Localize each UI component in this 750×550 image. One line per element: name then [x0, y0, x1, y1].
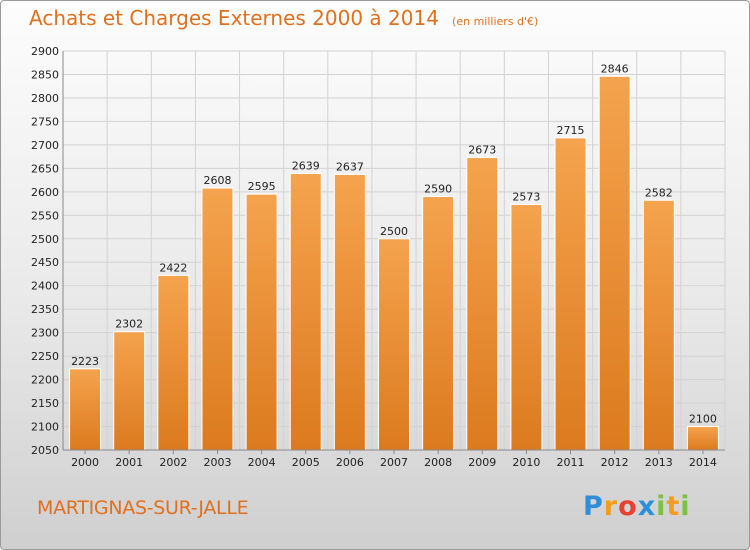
x-tick-label: 2002 [159, 456, 187, 469]
x-tick-label: 2013 [645, 456, 673, 469]
bar-value-label: 2582 [645, 186, 673, 199]
bar[interactable] [113, 331, 146, 451]
bar-value-label: 2639 [292, 160, 320, 173]
bar-value-label: 2422 [159, 261, 187, 274]
y-tick-label: 2600 [31, 186, 59, 199]
bar[interactable] [422, 196, 455, 451]
y-tick-label: 2200 [31, 374, 59, 387]
bar-value-label: 2637 [336, 160, 364, 173]
x-tick-label: 2008 [424, 456, 452, 469]
y-tick-label: 2650 [31, 162, 59, 175]
bar[interactable] [69, 368, 102, 451]
bar-value-label: 2608 [203, 174, 231, 187]
bar-value-label: 2715 [557, 124, 585, 137]
proxiti-logo[interactable]: Proxiti [583, 491, 691, 522]
logo-letter: r [603, 491, 619, 522]
bar-layer: 2223 2302 2422 2608 2595 2639 2637 2500 2590 2673… [69, 62, 719, 451]
bar[interactable] [466, 157, 499, 451]
title-row: Achats et Charges Externes 2000 à 2014 (… [29, 6, 538, 30]
x-tick-label: 2012 [601, 456, 629, 469]
bar-value-label: 2223 [71, 355, 99, 368]
bar[interactable] [598, 75, 631, 451]
bar-value-label: 2595 [248, 180, 276, 193]
y-tick-label: 2250 [31, 350, 59, 363]
x-tick-label: 2014 [689, 456, 717, 469]
bar[interactable] [333, 173, 366, 451]
bar-value-label: 2846 [601, 62, 629, 75]
y-tick-label: 2400 [31, 280, 59, 293]
logo-letter: o [618, 491, 638, 522]
bar[interactable] [554, 137, 587, 451]
y-tick-label: 2900 [31, 45, 59, 58]
logo-letter: P [583, 491, 604, 522]
y-tick-label: 2150 [31, 397, 59, 410]
y-tick-label: 2750 [31, 115, 59, 128]
x-tick-label: 2007 [380, 456, 408, 469]
logo-letter: x [637, 491, 657, 522]
bar-value-label: 2673 [468, 144, 496, 157]
x-tick-label: 2010 [512, 456, 540, 469]
x-tick-label: 2000 [71, 456, 99, 469]
bar-value-label: 2500 [380, 225, 408, 238]
bar[interactable] [686, 426, 719, 451]
axis-layer: 2050 2100 2150 2200 2250 2300 2350 2400 2450 2500… [31, 45, 725, 469]
bar-value-label: 2302 [115, 318, 143, 331]
x-tick-label: 2003 [203, 456, 231, 469]
chart-title: Achats et Charges Externes 2000 à 2014 [29, 6, 439, 30]
logo-letter: i [656, 491, 667, 522]
y-tick-label: 2050 [31, 444, 59, 457]
x-tick-label: 2011 [557, 456, 585, 469]
bar[interactable] [510, 203, 543, 451]
x-tick-label: 2001 [115, 456, 143, 469]
chart-unit: (en milliers d'€) [452, 15, 539, 28]
logo-letter: i [680, 491, 691, 522]
bar-value-label: 2590 [424, 183, 452, 196]
bar[interactable] [378, 238, 410, 451]
bar[interactable] [642, 199, 675, 451]
bar[interactable] [289, 173, 322, 451]
y-tick-label: 2700 [31, 139, 59, 152]
x-tick-label: 2005 [292, 456, 320, 469]
bar[interactable] [245, 193, 278, 451]
x-tick-label: 2009 [468, 456, 496, 469]
y-tick-label: 2450 [31, 256, 59, 269]
y-tick-label: 2100 [31, 421, 59, 434]
y-tick-label: 2500 [31, 233, 59, 246]
bar[interactable] [201, 187, 234, 451]
bar-value-label: 2573 [512, 190, 540, 203]
y-tick-label: 2850 [31, 68, 59, 81]
x-tick-label: 2004 [248, 456, 276, 469]
x-tick-label: 2006 [336, 456, 364, 469]
y-tick-label: 2800 [31, 92, 59, 105]
y-tick-label: 2300 [31, 327, 59, 340]
bar-value-label: 2100 [689, 413, 717, 426]
bar[interactable] [157, 274, 190, 451]
logo-letter: t [666, 491, 681, 522]
city-name: MARTIGNAS-SUR-JALLE [37, 497, 249, 519]
y-tick-label: 2350 [31, 303, 59, 316]
y-tick-label: 2550 [31, 209, 59, 222]
